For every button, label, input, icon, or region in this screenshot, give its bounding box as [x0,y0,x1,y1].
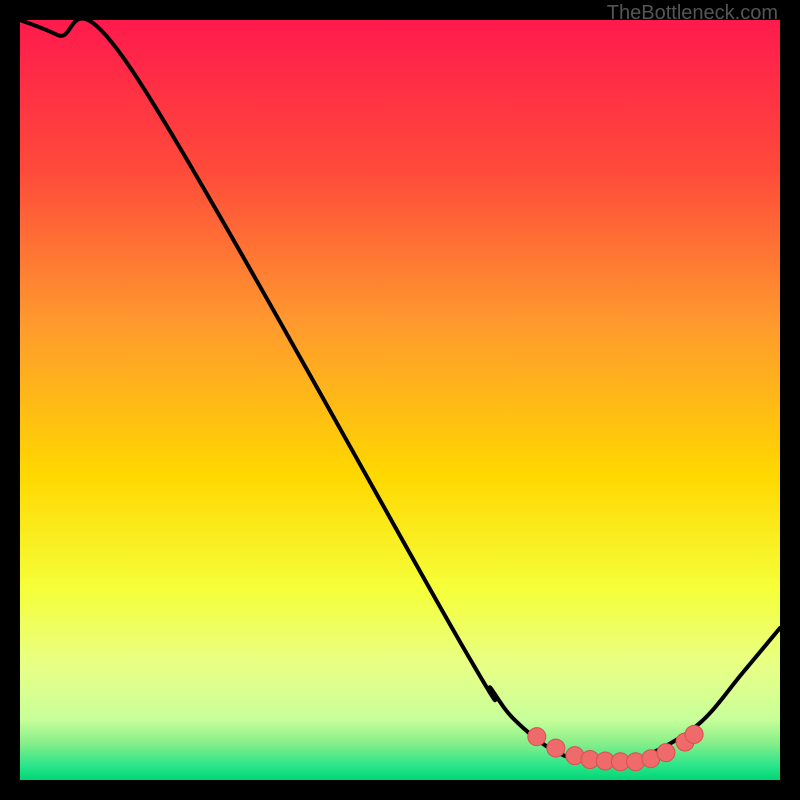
gradient-background [20,20,780,780]
data-marker [657,744,675,762]
chart-container: TheBottleneck.com [0,0,800,800]
data-marker [547,739,565,757]
chart-svg [20,20,780,780]
watermark-text: TheBottleneck.com [607,2,778,25]
plot-area [20,20,780,780]
data-marker [528,728,546,746]
data-marker [685,725,703,743]
